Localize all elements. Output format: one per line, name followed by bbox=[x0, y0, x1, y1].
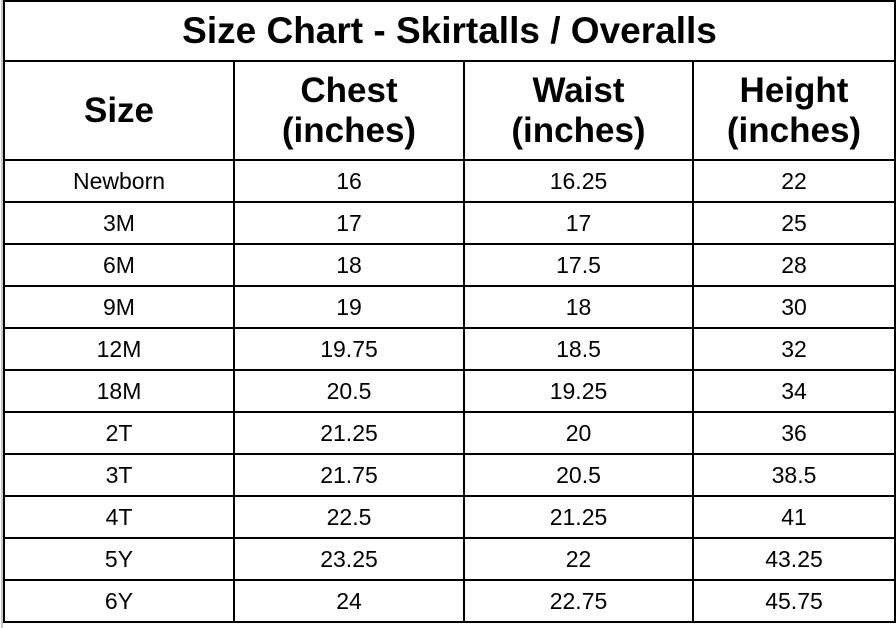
cell-waist: 17.5 bbox=[463, 243, 694, 287]
cell-chest: 22.5 bbox=[233, 495, 465, 539]
header-waist-unit: (inches) bbox=[511, 110, 646, 150]
cell-waist: 22 bbox=[463, 537, 694, 581]
cell-waist: 16.25 bbox=[463, 159, 694, 203]
cell-waist: 18.5 bbox=[463, 327, 694, 371]
header-waist-label: Waist bbox=[532, 70, 625, 110]
cell-height: 32 bbox=[692, 327, 896, 371]
left-edge-divider bbox=[1, 0, 3, 628]
cell-waist: 17 bbox=[463, 201, 694, 245]
cell-size: 9M bbox=[3, 285, 235, 329]
header-chest: Chest (inches) bbox=[233, 60, 465, 161]
cell-waist: 20.5 bbox=[463, 453, 694, 497]
cell-waist: 20 bbox=[463, 411, 694, 455]
table-row: 18M 20.5 19.25 34 bbox=[3, 369, 896, 413]
cell-height: 25 bbox=[692, 201, 896, 245]
cell-height: 34 bbox=[692, 369, 896, 413]
cell-size: 2T bbox=[3, 411, 235, 455]
cell-chest: 20.5 bbox=[233, 369, 465, 413]
cell-height: 36 bbox=[692, 411, 896, 455]
cell-chest: 21.25 bbox=[233, 411, 465, 455]
cell-size: 6Y bbox=[3, 579, 235, 623]
cell-size: 3T bbox=[3, 453, 235, 497]
header-chest-unit: (inches) bbox=[281, 110, 417, 150]
table-row: 4T 22.5 21.25 41 bbox=[3, 495, 896, 539]
cell-chest: 24 bbox=[233, 579, 465, 623]
cell-height: 22 bbox=[692, 159, 896, 203]
cell-chest: 19 bbox=[233, 285, 465, 329]
cell-height: 41 bbox=[692, 495, 896, 539]
table-row: 2T 21.25 20 36 bbox=[3, 411, 896, 455]
cell-height: 30 bbox=[692, 285, 896, 329]
header-size: Size bbox=[3, 60, 235, 161]
table-row: 3M 17 17 25 bbox=[3, 201, 896, 245]
header-chest-label: Chest bbox=[300, 70, 398, 110]
cell-chest: 23.25 bbox=[233, 537, 465, 581]
cell-height: 38.5 bbox=[692, 453, 896, 497]
cell-chest: 17 bbox=[233, 201, 465, 245]
table-row: 12M 19.75 18.5 32 bbox=[3, 327, 896, 371]
header-height-unit: (inches) bbox=[726, 110, 862, 150]
table-row: Newborn 16 16.25 22 bbox=[3, 159, 896, 203]
cell-waist: 22.75 bbox=[463, 579, 694, 623]
header-row: Size Chest (inches) Waist (inches) Height(… bbox=[3, 60, 896, 161]
cell-size: 18M bbox=[3, 369, 235, 413]
cell-size: 4T bbox=[3, 495, 235, 539]
cell-size: 6M bbox=[3, 243, 235, 287]
cell-waist: 18 bbox=[463, 285, 694, 329]
cell-chest: 18 bbox=[233, 243, 465, 287]
cell-height: 28 bbox=[692, 243, 896, 287]
cell-chest: 21.75 bbox=[233, 453, 465, 497]
table-row: 5Y 23.25 22 43.25 bbox=[3, 537, 896, 581]
cell-size: Newborn bbox=[3, 159, 235, 203]
cell-size: 3M bbox=[3, 201, 235, 245]
cell-chest: 19.75 bbox=[233, 327, 465, 371]
cell-chest: 16 bbox=[233, 159, 465, 203]
header-height-label: Height bbox=[739, 70, 849, 110]
cell-size: 5Y bbox=[3, 537, 235, 581]
cell-size: 12M bbox=[3, 327, 235, 371]
header-waist: Waist (inches) bbox=[463, 60, 694, 161]
table-row: 6Y 24 22.75 45.75 bbox=[3, 579, 896, 623]
table-row: 3T 21.75 20.5 38.5 bbox=[3, 453, 896, 497]
cell-waist: 21.25 bbox=[463, 495, 694, 539]
cell-waist: 19.25 bbox=[463, 369, 694, 413]
table-title: Size Chart - Skirtalls / Overalls bbox=[3, 0, 896, 62]
table-row: 6M 18 17.5 28 bbox=[3, 243, 896, 287]
cell-height: 45.75 bbox=[692, 579, 896, 623]
table-row: 9M 19 18 30 bbox=[3, 285, 896, 329]
header-height: Height (inches) bbox=[692, 60, 896, 161]
cell-height: 43.25 bbox=[692, 537, 896, 581]
size-chart-table: Size Chart - Skirtalls / Overalls Size C… bbox=[3, 0, 896, 623]
